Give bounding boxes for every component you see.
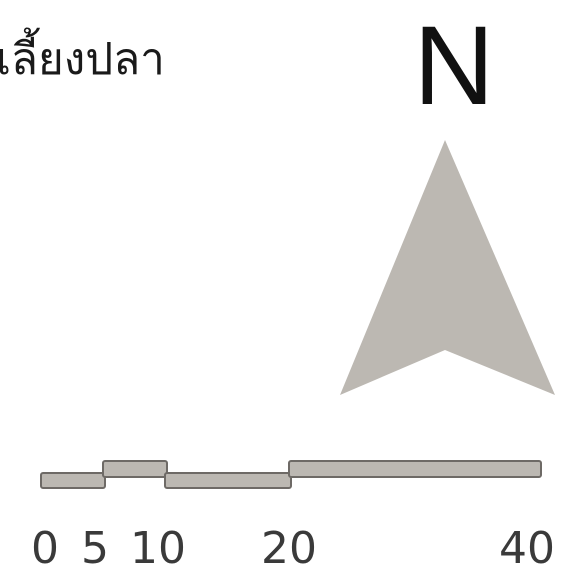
legend-label: เลี้ยงปลา [0,34,165,85]
scale-label-40: 40 [499,523,555,574]
scale-bar [40,460,542,489]
scale-segment-10-20 [164,472,292,489]
north-arrow-shape [340,140,555,395]
scale-label-0: 0 [31,523,59,574]
north-arrow-icon [340,140,555,395]
scale-label-20: 20 [261,523,317,574]
scale-label-10: 10 [130,523,186,574]
north-label: N [413,3,495,128]
scale-label-5: 5 [81,523,109,574]
scale-segment-20-40 [288,460,542,478]
scale-segment-5-10 [102,460,168,478]
scale-segment-0-5 [40,472,106,489]
